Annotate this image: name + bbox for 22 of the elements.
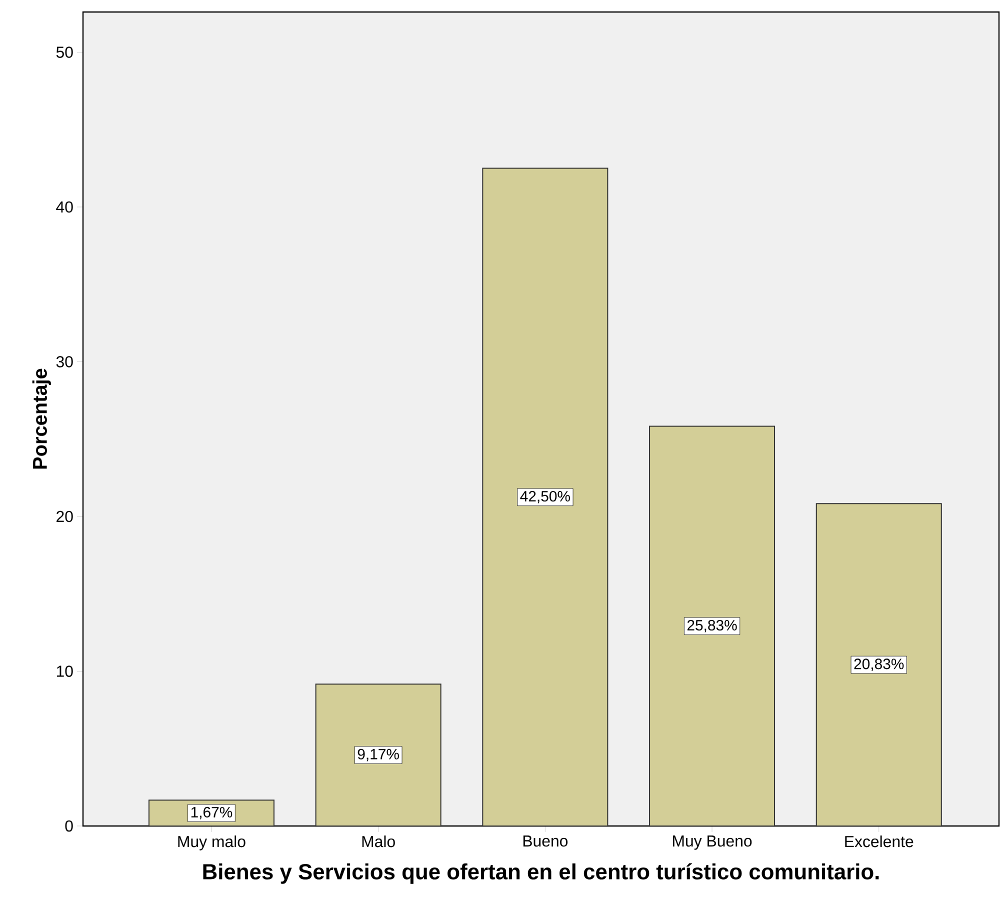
x-tick-label: Bueno [523, 836, 568, 847]
y-tick-label: 20 [56, 510, 73, 522]
bar [482, 168, 608, 826]
y-tick-label: 40 [56, 201, 73, 213]
x-tick-label: Malo [362, 836, 395, 848]
data-label: 20,83% [854, 658, 904, 671]
y-tick-label: 30 [56, 356, 73, 368]
y-tick-label: 10 [56, 666, 73, 677]
data-label: 9,17% [358, 748, 399, 762]
y-tick-label: 50 [56, 46, 73, 58]
x-axis-title: Bienes y Servicios que ofertan en el centro turístico comunitario. [203, 863, 879, 884]
data-label: 1,67% [191, 806, 232, 820]
x-tick-label: Muy Bueno [673, 836, 752, 850]
y-tick-label: 0 [65, 820, 73, 832]
x-tick-label: Excelente [845, 836, 914, 848]
bar [649, 426, 776, 826]
y-axis-title: Porcentaje [32, 368, 51, 469]
bar [816, 503, 942, 826]
data-label: 42,50% [520, 490, 570, 504]
x-tick-label: Muy malo [178, 836, 246, 850]
bar [315, 684, 442, 826]
data-label: 25,83% [687, 620, 737, 632]
